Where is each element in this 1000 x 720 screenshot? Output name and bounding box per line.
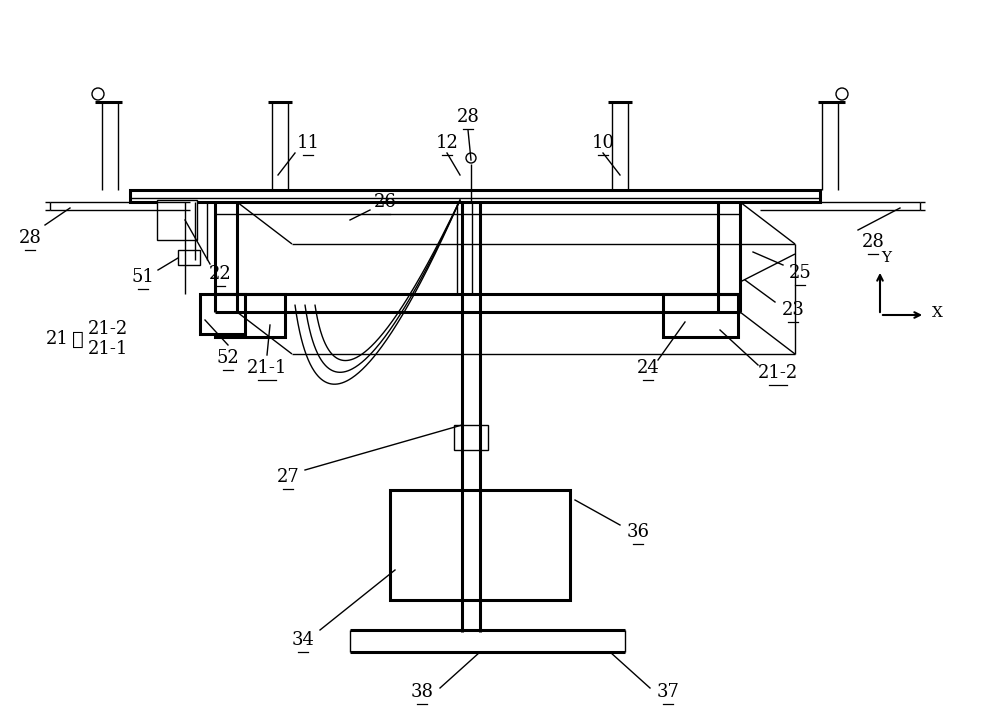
Text: 22: 22 [209,265,231,283]
Text: 23: 23 [782,301,804,319]
Text: 51: 51 [132,268,154,286]
Text: 21-1: 21-1 [247,359,287,377]
Text: 34: 34 [292,631,314,649]
Text: 11: 11 [296,134,320,152]
Text: 36: 36 [626,523,650,541]
Bar [663,294,738,337]
Text: 21-2: 21-2 [88,320,128,338]
Text: 28: 28 [457,108,479,126]
Text: 21-2: 21-2 [758,364,798,382]
Text: 27: 27 [277,468,299,486]
Text: X: X [932,306,942,320]
Bar [454,425,488,450]
Text: 12: 12 [436,134,458,152]
Text: 52: 52 [217,349,239,367]
Text: 26: 26 [374,193,396,211]
Text: 24: 24 [637,359,659,377]
Text: 28: 28 [19,229,41,247]
Bar [130,190,820,202]
Bar [178,250,200,265]
Text: 38: 38 [411,683,434,701]
Bar [390,490,570,600]
Text: 21: 21 [46,330,68,348]
Text: 10: 10 [592,134,614,152]
Bar [215,294,285,337]
Text: 28: 28 [862,233,884,251]
Bar [200,294,245,334]
Text: 25: 25 [789,264,811,282]
Bar [157,200,197,240]
Text: Y: Y [881,251,891,265]
Text: 21-1: 21-1 [88,340,128,358]
Text: 37: 37 [657,683,679,701]
Text: 〈: 〈 [72,330,84,348]
